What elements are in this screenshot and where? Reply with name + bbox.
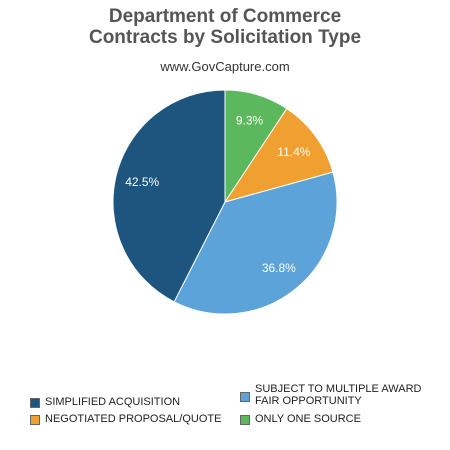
pie-slice-3 xyxy=(112,89,226,303)
pie-slice-2 xyxy=(173,171,338,315)
pie-slice-label-0: 9.3% xyxy=(236,113,264,127)
chart-title: Department of Commerce Contracts by Soli… xyxy=(0,6,450,48)
pie-slice-1 xyxy=(223,107,334,203)
chart-title-line-2: Contracts by Solicitation Type xyxy=(88,27,362,48)
pie-slice-label-3: 42.5% xyxy=(125,175,159,189)
chart-subtitle: www.GovCapture.com xyxy=(160,59,290,74)
chart-title-line-1: Department of Commerce xyxy=(108,6,342,27)
pie-slice-label-1: 11.4% xyxy=(277,145,310,159)
pie-slice-label-2: 36.8% xyxy=(262,261,296,275)
